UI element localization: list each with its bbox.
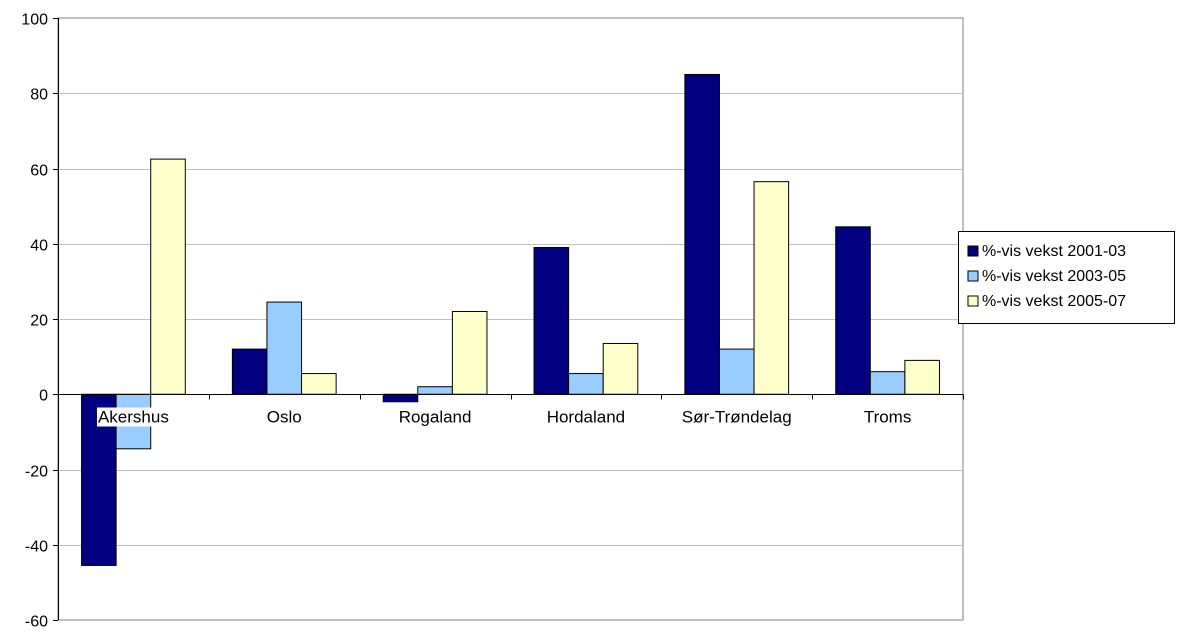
y-tick-label: -60 [25,614,48,631]
legend-label: %-vis vekst 2001-03 [982,243,1126,260]
y-tick-label: 60 [30,163,48,180]
bar-oslo-series-1 [231,348,268,395]
y-tick-label: 0 [39,388,48,405]
x-category-label: Sør-Trøndelag [682,408,792,427]
legend-swatch [967,295,979,307]
x-category-label: Troms [864,408,912,427]
bar-troms-series-2 [869,371,906,395]
legend-swatch [967,270,979,282]
legend-swatch [967,245,979,257]
y-axis-tick-labels: 100 80 60 40 20 0 -20 -40 -60 [21,12,48,631]
bar-troms-series-1 [835,226,871,395]
category-label-background [96,407,170,427]
legend-label: %-vis vekst 2003-05 [982,268,1126,285]
y-tick-label: 20 [30,313,48,330]
bar-rogaland-series-3 [451,310,488,395]
x-category-label: Hordaland [547,408,625,427]
x-category-label: Akershus [98,408,169,427]
gridlines [57,17,964,621]
bar-rogaland-series-2 [417,386,453,395]
axes [53,18,964,621]
category-label-background [265,407,303,427]
legend: %-vis vekst 2001-03 %-vis vekst 2003-05 %-… [958,231,1175,324]
category-label-background [862,407,913,427]
bar-hordaland-series-1 [533,247,570,395]
bar-s-r-tr-ndelag-series-1 [684,73,720,395]
category-label-background [680,407,793,427]
y-tick-label: -20 [25,464,48,481]
bar-oslo-series-2 [266,301,303,395]
bar-oslo-series-3 [301,373,337,395]
y-tick-label: 100 [21,12,48,29]
legend-label: %-vis vekst 2005-07 [982,293,1126,310]
y-tick-label: 40 [30,238,48,255]
category-label-background [545,407,627,427]
legend-box [958,231,1175,324]
bar-s-r-tr-ndelag-series-3 [753,181,790,395]
bar-hordaland-series-2 [568,373,604,395]
bar-hordaland-series-3 [602,342,639,395]
bar-rogaland-series-1 [382,393,419,403]
bar-s-r-tr-ndelag-series-2 [718,348,755,395]
category-labels: Akershus Oslo Rogaland Hordaland Sør-Trøndel… [96,407,913,427]
x-category-label: Rogaland [399,408,472,427]
y-tick-label: 80 [30,87,48,104]
x-category-label: Oslo [267,408,302,427]
bar-akershus-series-3 [150,158,186,395]
y-tick-label: -40 [25,539,48,556]
category-label-background [397,407,473,427]
bar-troms-series-3 [904,359,940,395]
